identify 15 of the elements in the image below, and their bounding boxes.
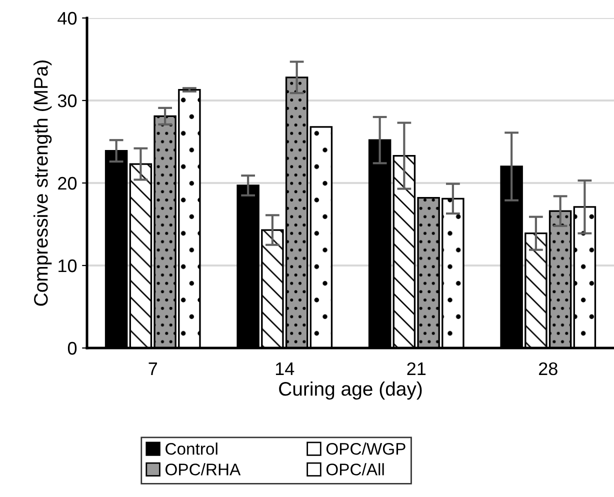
y-tick-label: 40 bbox=[58, 12, 77, 25]
x-tick-label: 28 bbox=[538, 362, 558, 376]
y-tick-label: 0 bbox=[68, 342, 77, 355]
legend-label: OPC/WGP bbox=[326, 442, 406, 455]
x-tick-label: 14 bbox=[276, 362, 294, 375]
x-tick-label: 7 bbox=[148, 362, 157, 375]
y-axis-title: Compressive strength (MPa) bbox=[34, 60, 52, 306]
y-tick-label: 20 bbox=[58, 176, 77, 190]
y-tick-label: 10 bbox=[58, 259, 77, 272]
legend-label: OPC/All bbox=[326, 463, 384, 476]
y-tick-label: 30 bbox=[58, 94, 77, 108]
x-axis-title: Curing age (day) bbox=[279, 382, 422, 400]
legend-label: Control bbox=[166, 442, 218, 455]
legend-label: OPC/RHA bbox=[166, 463, 241, 476]
x-tick-label: 21 bbox=[407, 362, 426, 375]
